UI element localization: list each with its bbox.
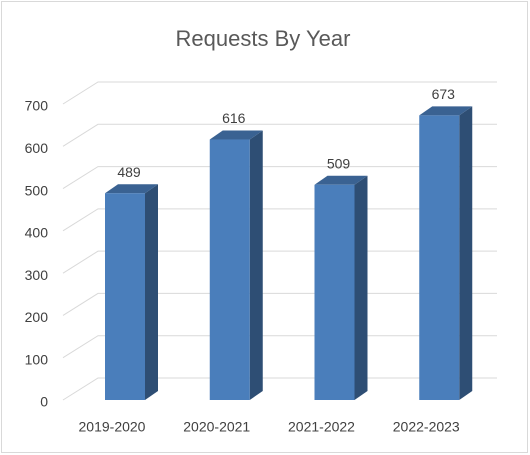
y-tick-label: 300	[25, 267, 49, 283]
x-tick-label: 2022-2023	[393, 419, 460, 435]
y-tick-label: 400	[25, 225, 49, 241]
y-tick-label: 600	[25, 140, 49, 156]
bar	[105, 193, 145, 400]
grid-line	[62, 81, 497, 105]
value-label: 616	[222, 110, 246, 126]
x-tick-label: 2021-2022	[288, 419, 355, 435]
bar	[209, 139, 250, 400]
y-tick-label: 500	[25, 182, 49, 198]
y-tick-label: 0	[40, 394, 48, 410]
grid-line	[62, 166, 497, 189]
bar	[314, 184, 355, 400]
bar-side	[249, 130, 263, 400]
bar-side	[459, 106, 473, 400]
x-tick-label: 2020-2021	[183, 419, 250, 435]
y-tick-label: 700	[25, 98, 49, 114]
y-tick-label: 200	[25, 309, 49, 325]
grid-line	[62, 123, 497, 147]
y-tick-label: 100	[25, 351, 49, 367]
bar-top	[314, 175, 368, 185]
bar-top	[419, 106, 473, 116]
value-label: 509	[327, 155, 351, 171]
value-label: 489	[117, 164, 141, 180]
bar-side	[354, 175, 368, 400]
bar-side	[145, 184, 158, 400]
chart-title: Requests By Year	[176, 26, 351, 51]
bar-top	[209, 130, 263, 140]
bar	[419, 115, 460, 400]
value-label: 673	[432, 86, 456, 102]
bar-top	[105, 184, 158, 194]
x-tick-label: 2019-2020	[79, 419, 146, 435]
